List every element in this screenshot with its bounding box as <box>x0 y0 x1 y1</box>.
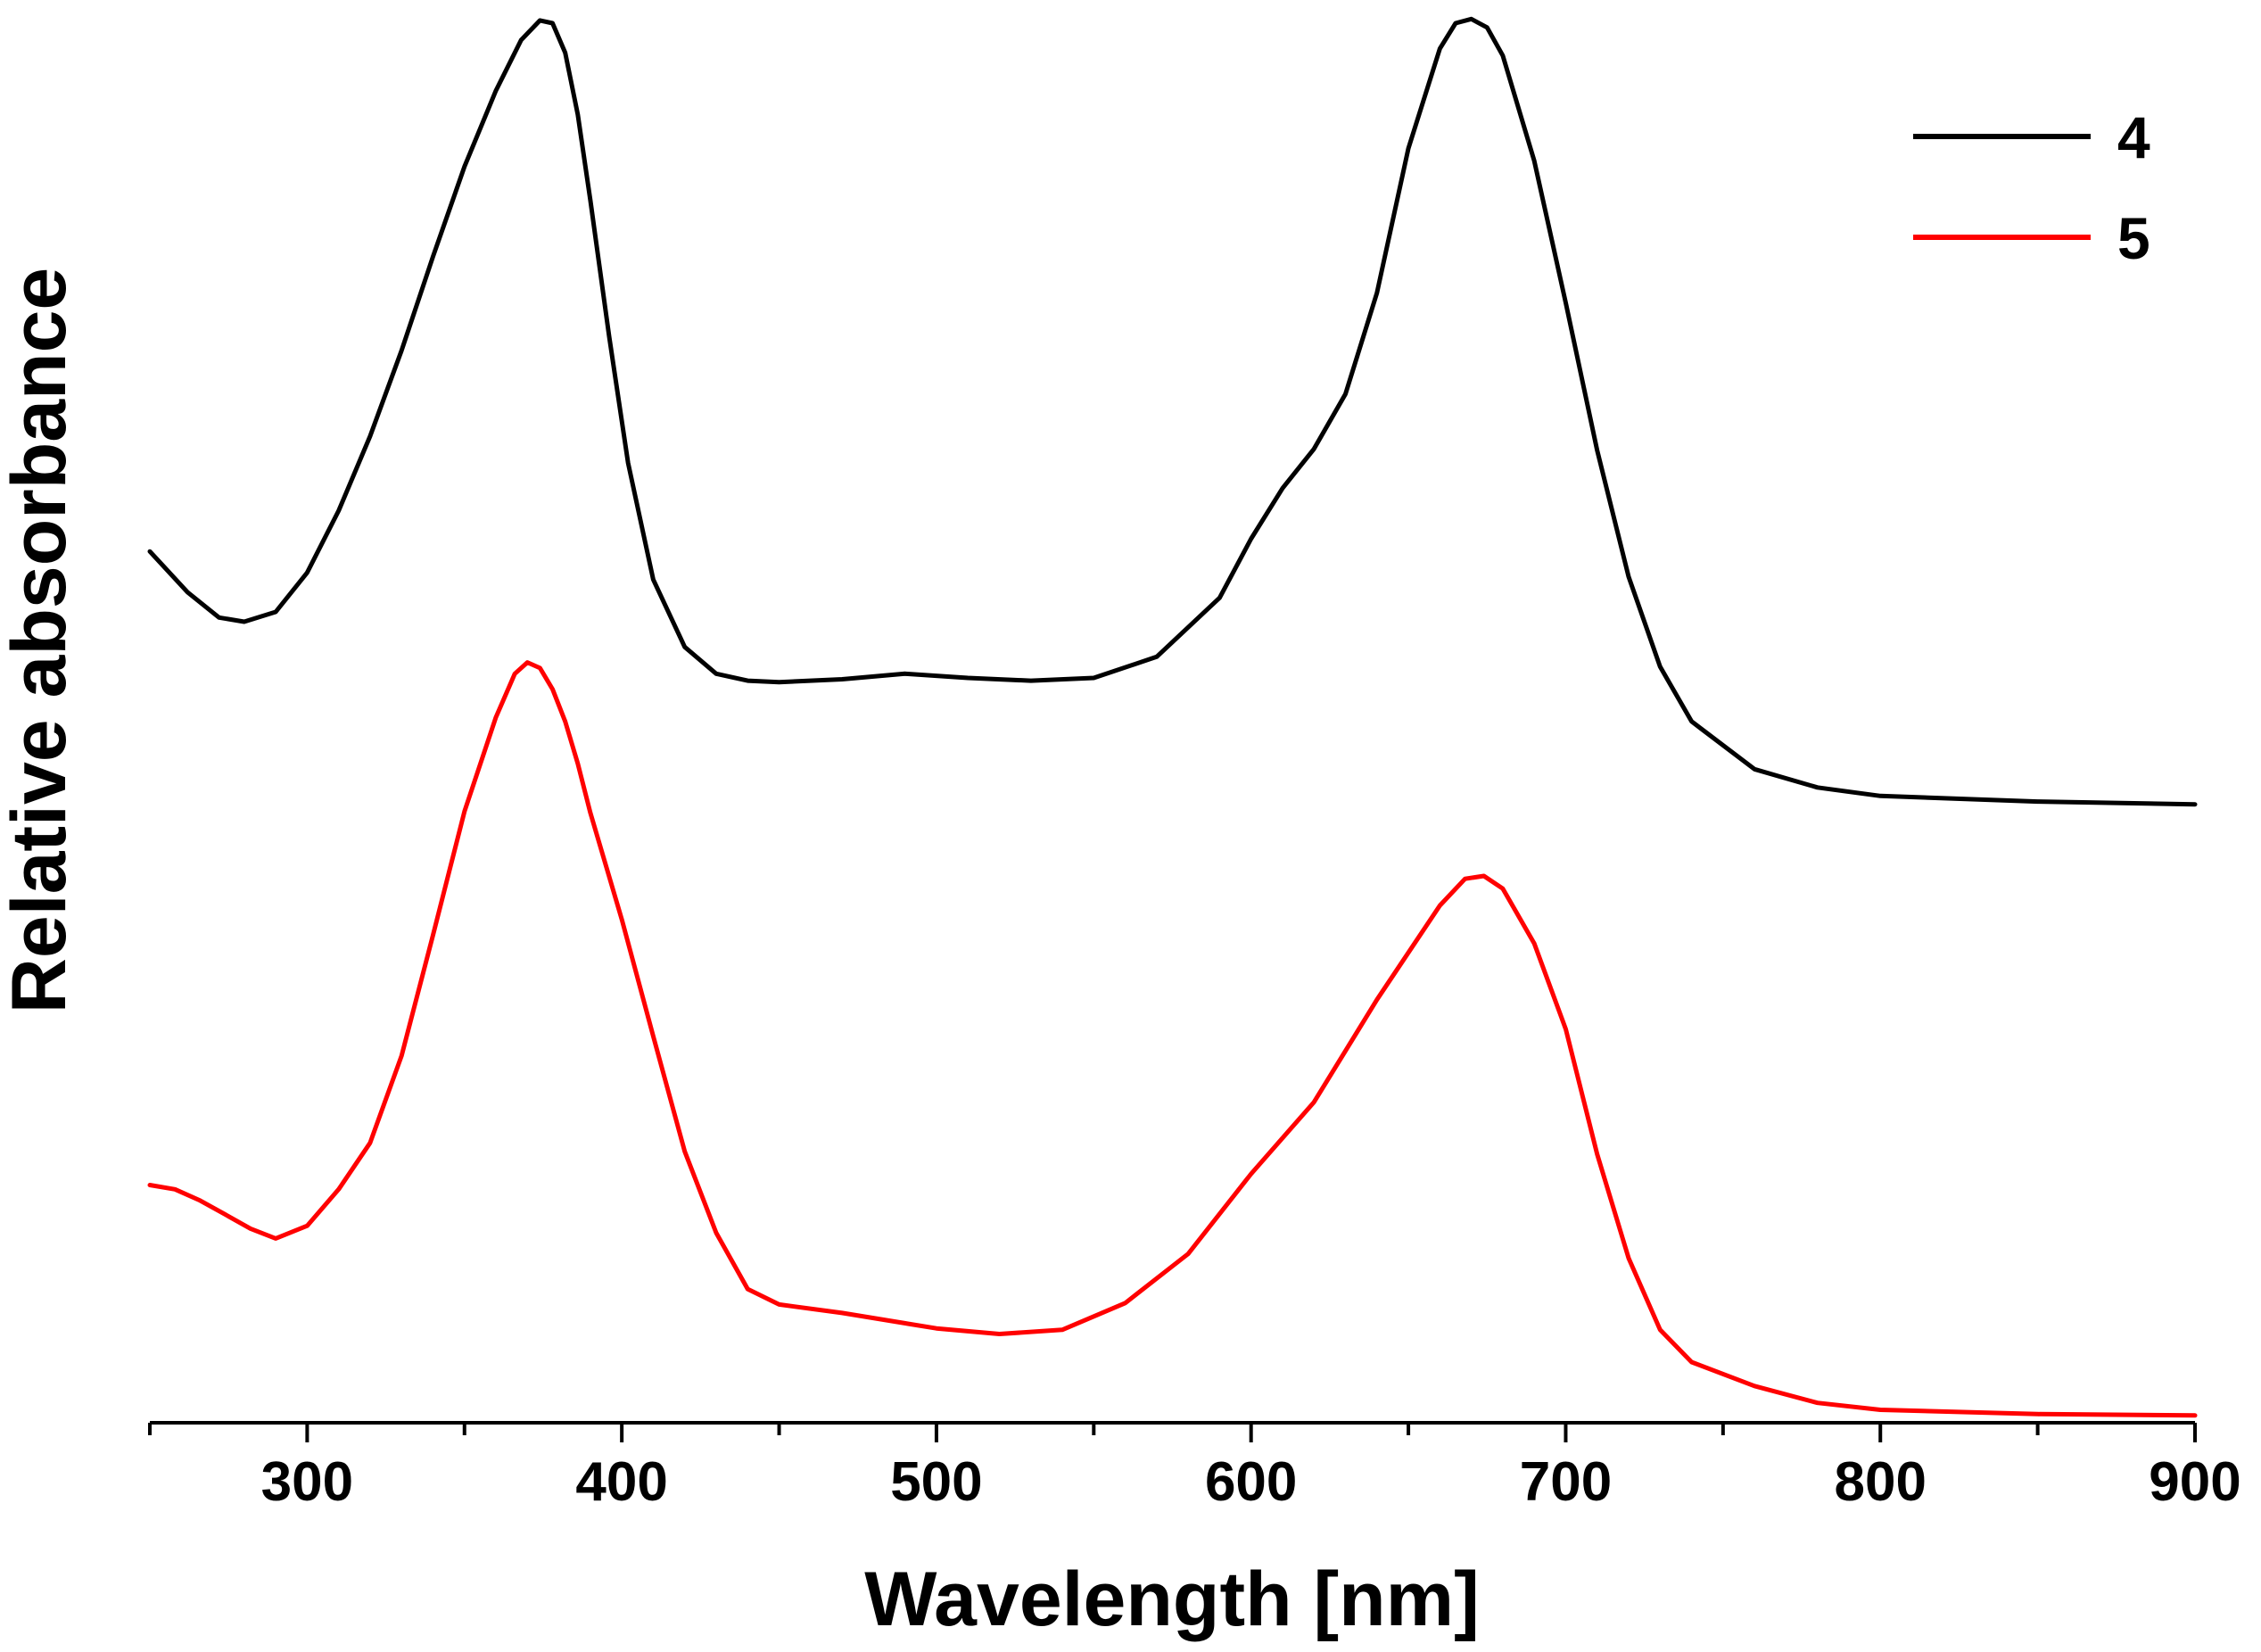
x-tick-label: 900 <box>2149 1451 2240 1513</box>
x-tick-label: 600 <box>1205 1451 1297 1513</box>
legend: 4 5 <box>1913 104 2150 271</box>
legend-label-4: 4 <box>2117 104 2150 170</box>
x-tick-label: 400 <box>575 1451 667 1513</box>
x-tick-label: 800 <box>1835 1451 1927 1513</box>
series-line-4 <box>147 16 2198 807</box>
x-axis-title: Wavelength [nm] <box>864 1557 1480 1642</box>
y-axis-title: Relative absorbance <box>0 268 82 1013</box>
legend-label-5: 5 <box>2117 205 2150 271</box>
plot-area <box>147 16 2198 1418</box>
series-line-5 <box>147 660 2198 1418</box>
x-tick-label: 300 <box>261 1451 353 1513</box>
x-tick-label: 700 <box>1520 1451 1612 1513</box>
x-tick-label: 500 <box>890 1451 982 1513</box>
x-axis-tick-labels: 300 400 500 600 700 800 900 <box>261 1451 2241 1513</box>
x-axis-ticks <box>148 1423 2197 1442</box>
